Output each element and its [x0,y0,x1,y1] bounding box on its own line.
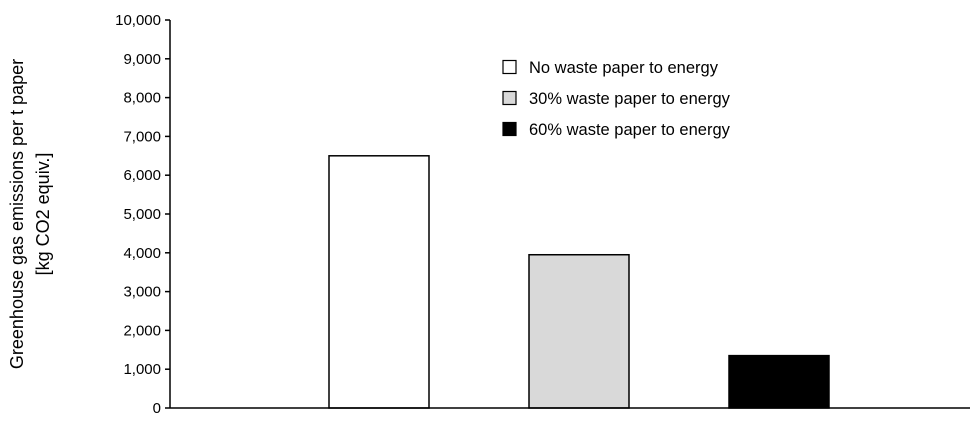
y-tick-label: 10,000 [115,12,161,29]
bar-2 [528,253,630,409]
legend-swatch-2 [502,90,517,106]
y-tick-label: 4,000 [123,245,161,262]
bars [328,155,830,409]
y-axis-title-line-2: [kg CO2 equiv.] [33,153,53,276]
legend: No waste paper to energy 30% waste paper … [502,59,731,139]
legend-label-3: 60% waste paper to energy [529,121,731,139]
legend-swatch-1 [502,59,517,75]
y-tick-label: 9,000 [123,51,161,68]
axes [169,20,970,409]
y-tick-label: 0 [153,400,161,417]
y-axis-title-line-1: Greenhouse gas emissions per t paper [7,59,27,369]
y-tick-label: 2,000 [123,322,161,339]
y-tick-label: 5,000 [123,206,161,223]
legend-swatch-3 [502,121,517,137]
y-tick-label: 3,000 [123,284,161,301]
y-tick-label: 8,000 [123,90,161,107]
legend-label-2: 30% waste paper to energy [529,90,731,108]
bar-1 [328,155,430,409]
legend-label-1: No waste paper to energy [529,59,719,77]
y-tick-label: 1,000 [123,361,161,378]
y-axis-title: Greenhouse gas emissions per t paper [kg … [7,59,53,369]
bar-3 [728,354,830,409]
y-axis-ticks: 0 1,000 2,000 3,000 4,000 5,000 6,000 7,000 8,00… [115,12,170,417]
y-tick-label: 6,000 [123,167,161,184]
y-tick-label: 7,000 [123,128,161,145]
